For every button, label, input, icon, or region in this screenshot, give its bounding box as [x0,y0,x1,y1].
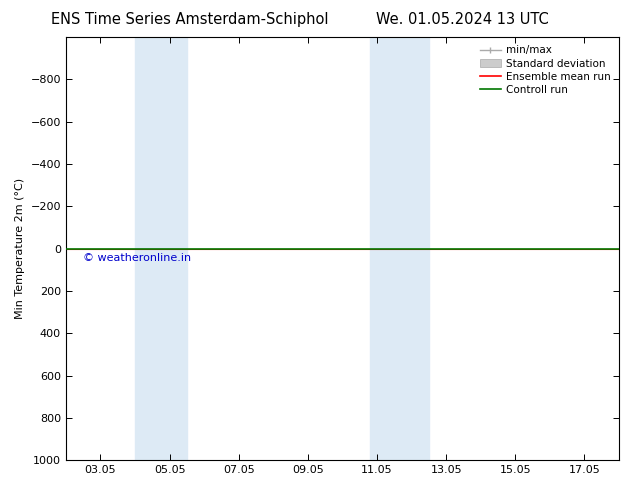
Text: © weatheronline.in: © weatheronline.in [83,253,191,263]
Bar [135,37,187,460]
Text: ENS Time Series Amsterdam-Schiphol: ENS Time Series Amsterdam-Schiphol [51,12,329,27]
Y-axis label: Min Temperature 2m (°C): Min Temperature 2m (°C) [15,178,25,319]
Bar [370,37,429,460]
Text: We. 01.05.2024 13 UTC: We. 01.05.2024 13 UTC [377,12,549,27]
Legend: min/max, Standard deviation, Ensemble mean run, Controll run: min/max, Standard deviation, Ensemble me… [477,42,614,98]
